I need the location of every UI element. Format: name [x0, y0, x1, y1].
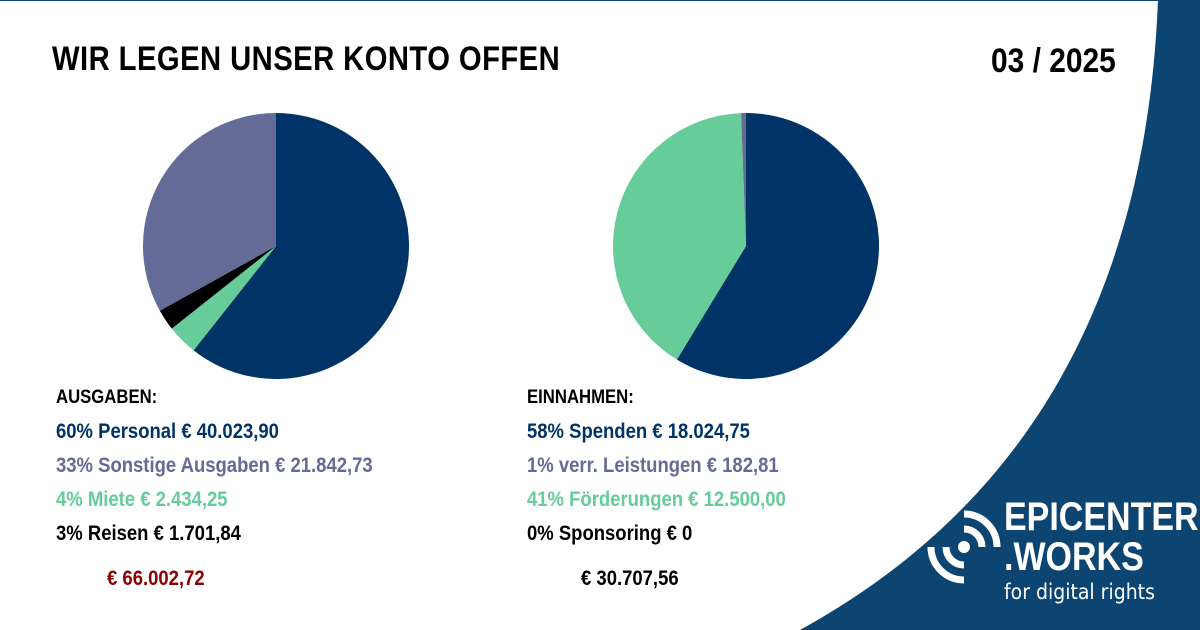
pie-slice-sonstige-ausgaben: [142, 113, 276, 311]
logo-tagline: for digital rights: [1004, 580, 1155, 604]
logo-line-works: .WORKS: [1004, 535, 1144, 579]
signal-icon: [927, 510, 1001, 584]
ausgaben-total: € 66.002,72: [107, 567, 205, 590]
legend-row-leistungen: 1% verr. Leistungen € 182,81: [527, 454, 779, 477]
legend-row-sponsoring: 0% Sponsoring € 0: [527, 522, 693, 545]
einnahmen-pie-chart: [613, 113, 879, 379]
pie-slice-f-rderungen: [613, 113, 746, 360]
pie-slice-personal: [193, 113, 409, 379]
legend-row-spenden: 58% Spenden € 18.024,75: [527, 420, 750, 443]
pie-slice-miete: [171, 246, 276, 351]
pie-slice-reisen: [159, 246, 276, 329]
ausgaben-pie-chart: [142, 113, 409, 379]
legend-row-reisen: 3% Reisen € 1.701,84: [56, 522, 241, 545]
legend-row-foerderungen: 41% Förderungen € 12.500,00: [527, 488, 786, 511]
epicenter-works-logo: EPICENTER .WORKS for digital rights: [920, 497, 1199, 617]
einnahmen-legend: EINNAHMEN: 58% Spenden € 18.024,75 1% ve…: [527, 381, 821, 551]
logo-line-epicenter: EPICENTER: [1004, 495, 1199, 539]
ausgaben-heading: AUSGABEN:: [56, 387, 158, 408]
legend-row-miete: 4% Miete € 2.434,25: [56, 488, 228, 511]
legend-row-personal: 60% Personal € 40.023,90: [56, 420, 279, 443]
page-title: WIR LEGEN UNSER KONTO OFFEN: [52, 40, 561, 78]
pie-slice-verr-leistungen: [741, 113, 746, 246]
einnahmen-heading: EINNAHMEN:: [527, 387, 634, 408]
period-label: 03 / 2025: [991, 42, 1116, 80]
einnahmen-total: € 30.707,56: [581, 567, 679, 590]
ausgaben-legend: AUSGABEN: 60% Personal € 40.023,90 33% S…: [56, 381, 416, 551]
legend-row-sonstige: 33% Sonstige Ausgaben € 21.842,73: [56, 454, 373, 477]
pie-slice-spenden: [676, 113, 879, 379]
